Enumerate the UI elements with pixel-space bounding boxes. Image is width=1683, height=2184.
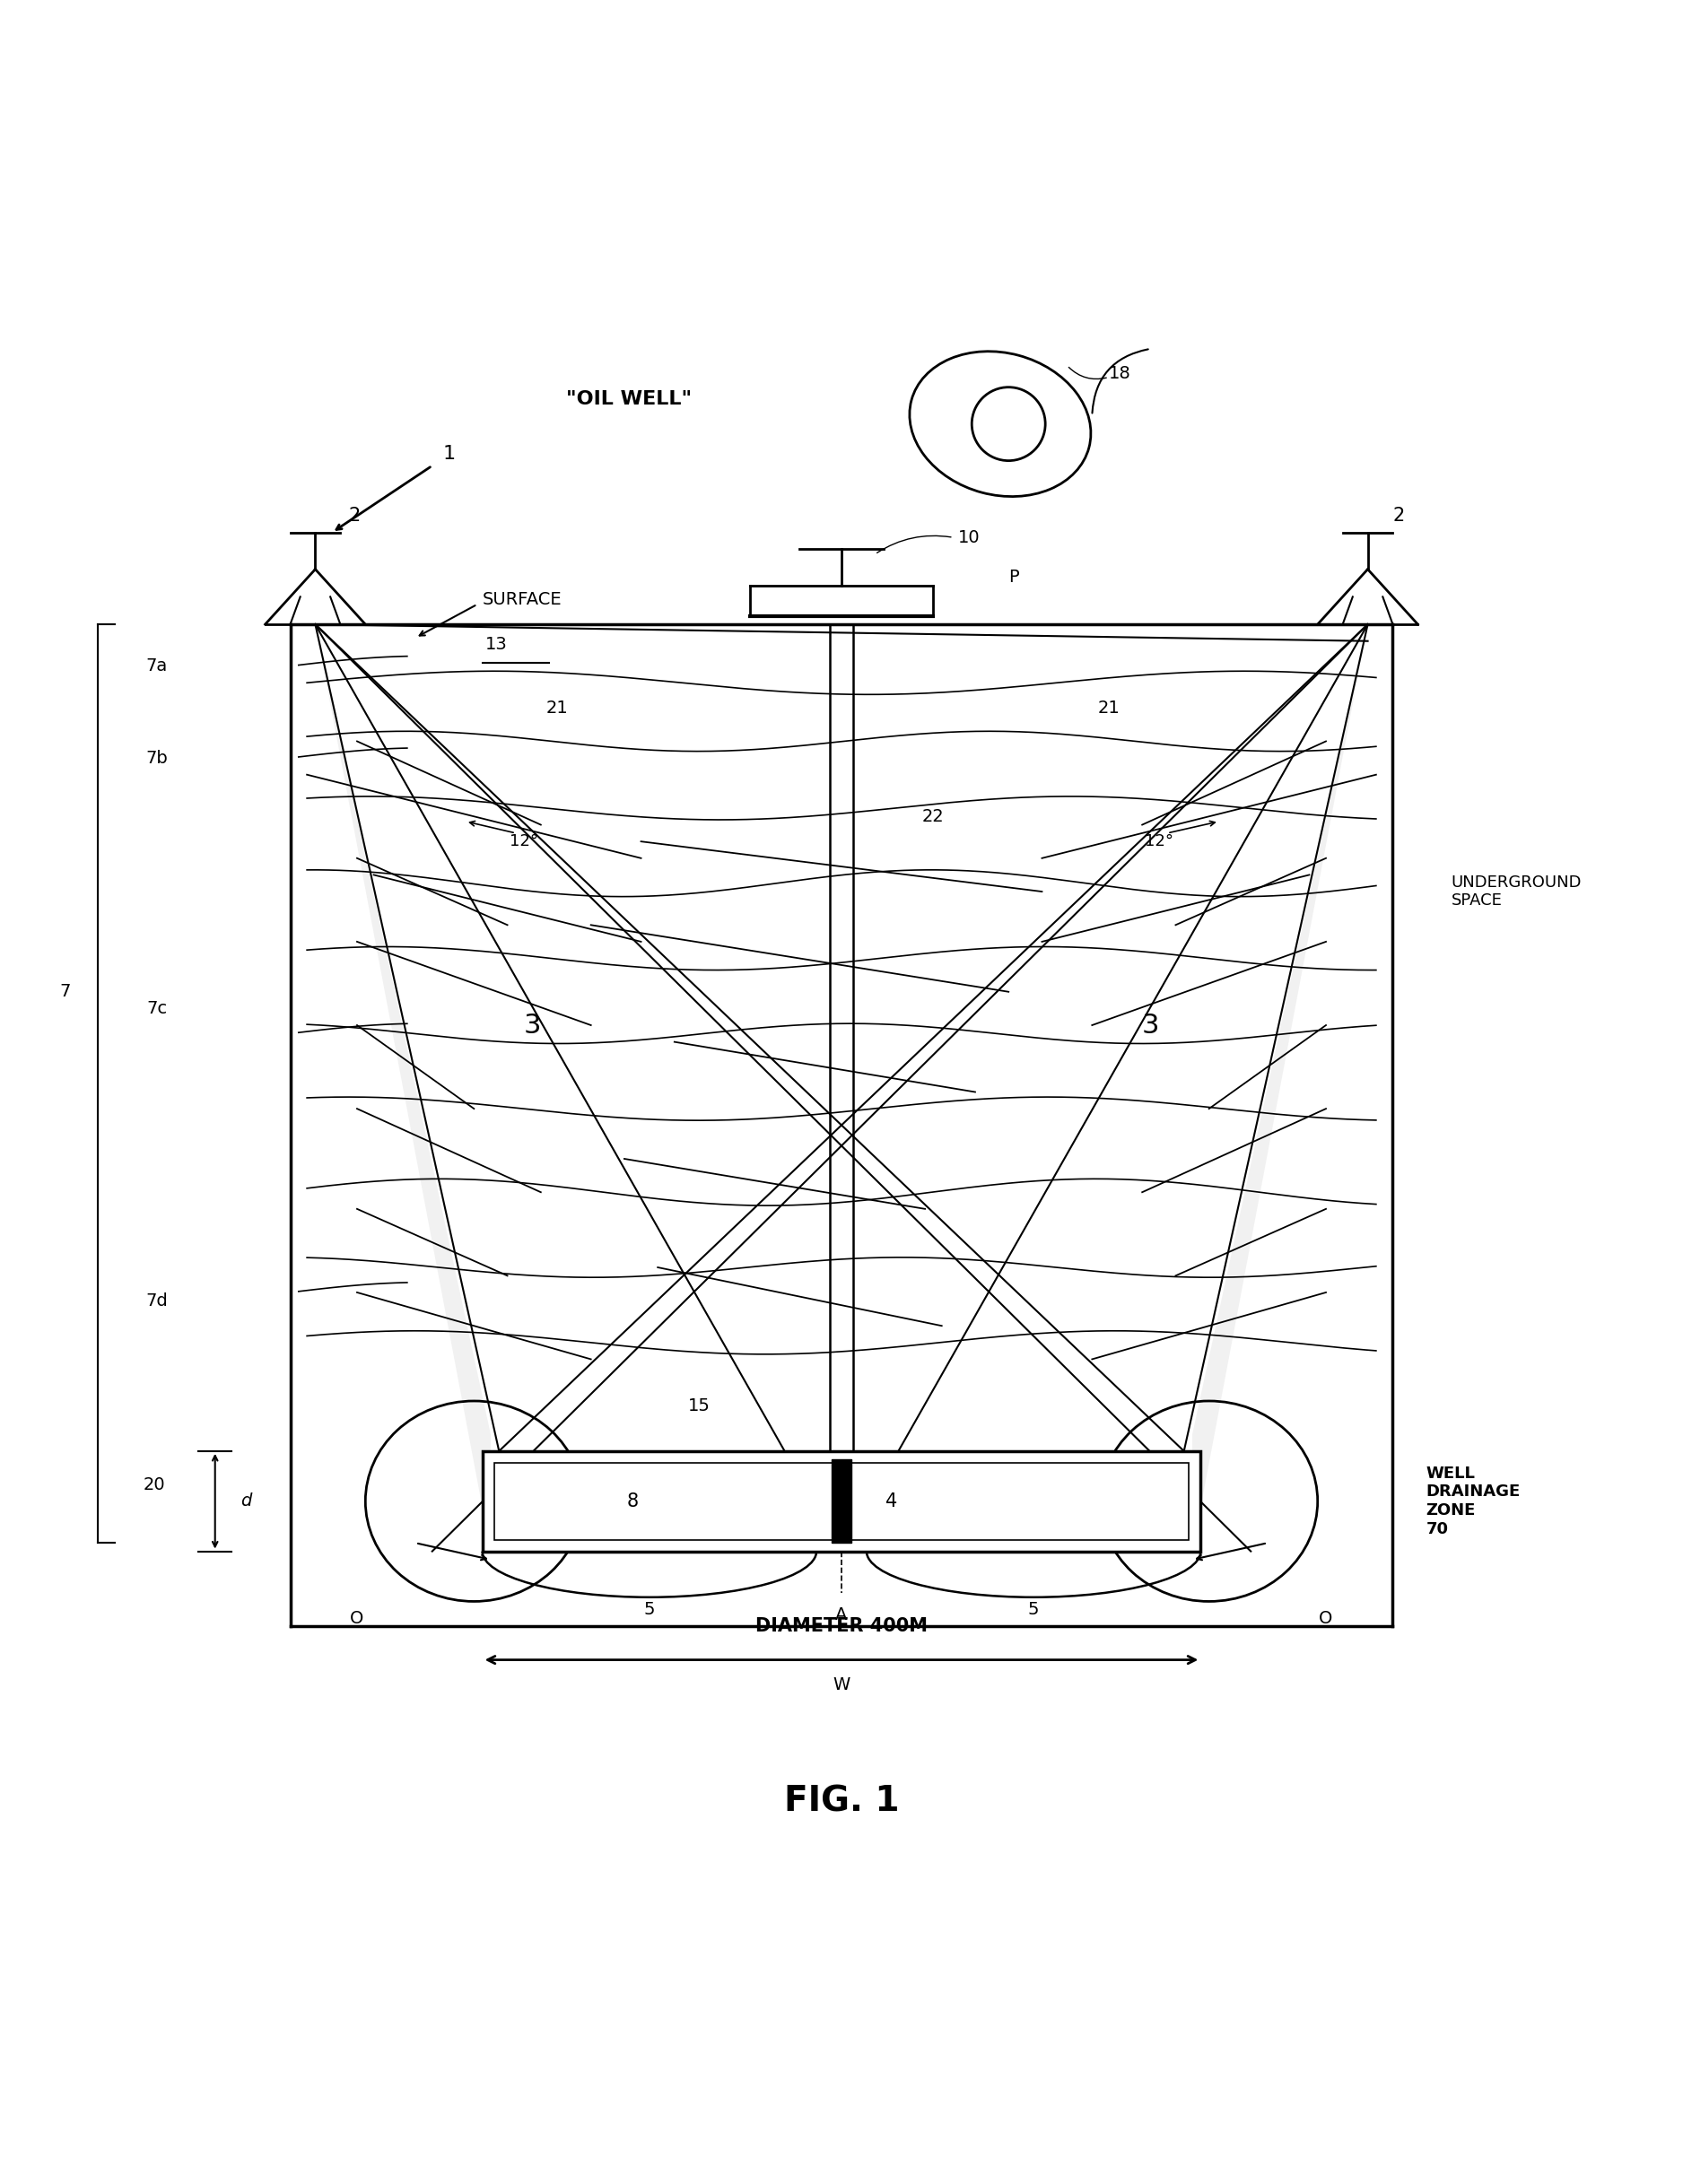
Polygon shape [315,625,491,1551]
Bar [831,1459,852,1542]
Text: 22: 22 [922,808,944,826]
Text: O: O [350,1610,364,1627]
Text: O: O [1319,1610,1333,1627]
Text: 7c: 7c [146,1000,167,1018]
Text: 12°: 12° [1144,834,1173,850]
Text: 7: 7 [59,983,71,1000]
Text: 20: 20 [143,1476,165,1494]
Text: 12°: 12° [510,834,539,850]
Text: 21: 21 [547,699,569,716]
Text: 7b: 7b [145,749,168,767]
Text: SURFACE: SURFACE [483,592,562,607]
Polygon shape [1192,625,1368,1551]
Bar [483,1450,1200,1551]
Text: DIAMETER 400M: DIAMETER 400M [756,1618,927,1636]
Text: 15: 15 [688,1398,710,1415]
Text: 1: 1 [443,446,456,463]
Text: 7a: 7a [146,657,167,675]
Text: W: W [833,1677,850,1693]
Text: UNDERGROUND
SPACE: UNDERGROUND SPACE [1451,874,1582,909]
Text: A: A [835,1605,848,1623]
Text: d: d [241,1492,251,1509]
Text: 3: 3 [523,1011,542,1037]
Text: 4: 4 [885,1492,897,1509]
Text: 8: 8 [626,1492,638,1509]
Text: 10: 10 [958,529,981,546]
Text: 5: 5 [1028,1601,1038,1618]
Text: 7d: 7d [145,1293,168,1308]
Circle shape [971,387,1045,461]
Text: FIG. 1: FIG. 1 [784,1784,899,1819]
Bar [495,1463,1188,1540]
Ellipse shape [909,352,1091,496]
Text: WELL
DRAINAGE
ZONE
70: WELL DRAINAGE ZONE 70 [1426,1465,1521,1538]
Text: 2: 2 [348,507,360,524]
Text: P: P [1008,570,1018,585]
Text: "OIL WELL": "OIL WELL" [565,391,692,408]
Text: 3: 3 [1141,1011,1160,1037]
Text: 13: 13 [486,636,508,653]
Text: 5: 5 [645,1601,655,1618]
Text: 21: 21 [1097,699,1119,716]
Text: 18: 18 [1109,365,1131,382]
Text: 2: 2 [1394,507,1405,524]
